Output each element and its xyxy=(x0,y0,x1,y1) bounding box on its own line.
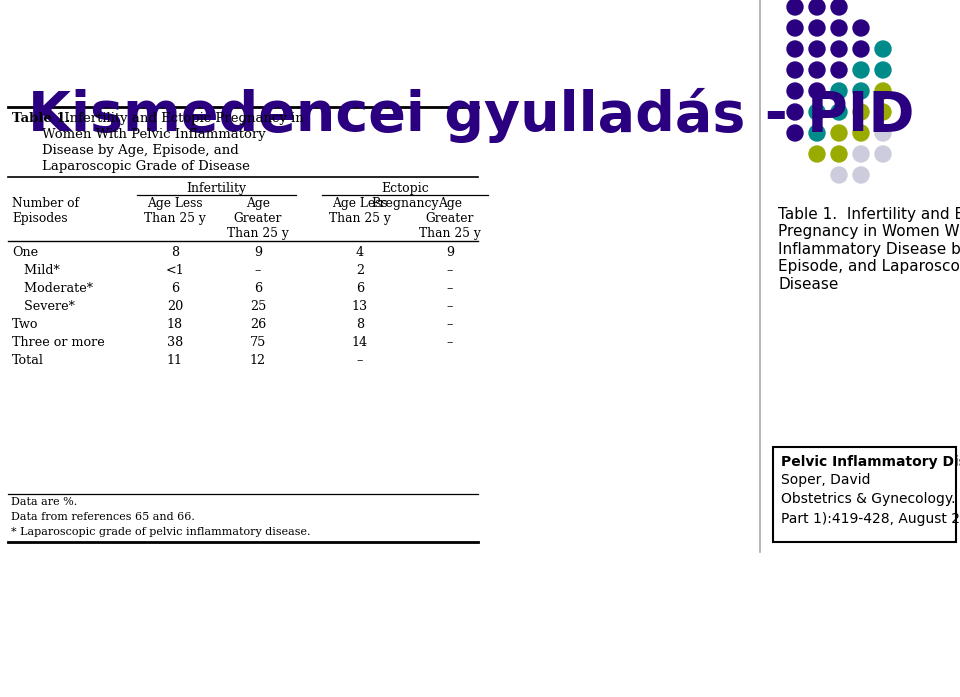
Text: Age
Greater
Than 25 y: Age Greater Than 25 y xyxy=(228,197,289,240)
Circle shape xyxy=(787,20,803,36)
Circle shape xyxy=(787,83,803,99)
Text: 6: 6 xyxy=(356,282,364,295)
Text: Infertility and Ectopic Pregnancy in: Infertility and Ectopic Pregnancy in xyxy=(60,112,303,125)
Circle shape xyxy=(831,146,847,162)
Text: –: – xyxy=(446,300,453,313)
Circle shape xyxy=(853,125,869,141)
Circle shape xyxy=(809,125,825,141)
Circle shape xyxy=(787,104,803,120)
Circle shape xyxy=(831,125,847,141)
Text: Pelvic Inflammatory Disease.: Pelvic Inflammatory Disease. xyxy=(781,455,960,469)
Text: Three or more: Three or more xyxy=(12,336,105,349)
Text: Soper, David
Obstetrics & Gynecology. 116(2,
Part 1):419-428, August 2010.: Soper, David Obstetrics & Gynecology. 11… xyxy=(781,473,960,526)
Text: <1: <1 xyxy=(166,264,184,277)
Circle shape xyxy=(875,104,891,120)
Text: Mild*: Mild* xyxy=(12,264,60,277)
Circle shape xyxy=(875,125,891,141)
Circle shape xyxy=(853,41,869,57)
Circle shape xyxy=(875,41,891,57)
Text: –: – xyxy=(446,282,453,295)
Text: Ectopic
Pregnancy: Ectopic Pregnancy xyxy=(372,182,439,210)
Circle shape xyxy=(875,146,891,162)
Text: 6: 6 xyxy=(254,282,262,295)
Circle shape xyxy=(875,62,891,78)
Text: 11: 11 xyxy=(167,354,183,367)
Text: Laparoscopic Grade of Disease: Laparoscopic Grade of Disease xyxy=(42,160,250,173)
Circle shape xyxy=(831,20,847,36)
Text: 25: 25 xyxy=(250,300,266,313)
Circle shape xyxy=(787,0,803,15)
Text: Infertility: Infertility xyxy=(186,182,247,195)
Text: 18: 18 xyxy=(167,318,183,331)
Circle shape xyxy=(831,0,847,15)
Text: 9: 9 xyxy=(446,246,454,259)
Text: Data are %.
Data from references 65 and 66.
* Laparoscopic grade of pelvic infla: Data are %. Data from references 65 and … xyxy=(11,497,310,537)
Text: Age Less
Than 25 y: Age Less Than 25 y xyxy=(329,197,391,225)
Text: Age
Greater
Than 25 y: Age Greater Than 25 y xyxy=(420,197,481,240)
Text: Kismedencei gyulladás - PID: Kismedencei gyulladás - PID xyxy=(28,87,915,143)
Circle shape xyxy=(853,20,869,36)
Text: 26: 26 xyxy=(250,318,266,331)
Circle shape xyxy=(809,146,825,162)
Circle shape xyxy=(853,146,869,162)
Circle shape xyxy=(809,0,825,15)
Circle shape xyxy=(853,167,869,183)
Text: 75: 75 xyxy=(250,336,266,349)
Text: –: – xyxy=(446,318,453,331)
Text: 20: 20 xyxy=(167,300,183,313)
Text: Total: Total xyxy=(12,354,44,367)
Text: 2: 2 xyxy=(356,264,364,277)
Text: Table 1.: Table 1. xyxy=(12,112,70,125)
Circle shape xyxy=(787,41,803,57)
Text: Table 1.  Infertility and Ectopic
Pregnancy in Women With Pelvic
Inflammatory Di: Table 1. Infertility and Ectopic Pregnan… xyxy=(778,207,960,291)
Text: –: – xyxy=(254,264,261,277)
Circle shape xyxy=(853,62,869,78)
Circle shape xyxy=(787,125,803,141)
Circle shape xyxy=(787,62,803,78)
Text: –: – xyxy=(446,264,453,277)
Text: Women With Pelvic Inflammatory: Women With Pelvic Inflammatory xyxy=(42,128,266,141)
Circle shape xyxy=(875,83,891,99)
Text: Severe*: Severe* xyxy=(12,300,75,313)
Circle shape xyxy=(809,41,825,57)
Circle shape xyxy=(853,83,869,99)
Circle shape xyxy=(809,83,825,99)
Circle shape xyxy=(809,104,825,120)
Circle shape xyxy=(831,41,847,57)
Text: 6: 6 xyxy=(171,282,180,295)
Text: Two: Two xyxy=(12,318,38,331)
Text: Age Less
Than 25 y: Age Less Than 25 y xyxy=(144,197,205,225)
Text: 13: 13 xyxy=(352,300,368,313)
Bar xyxy=(773,447,956,542)
Text: 12: 12 xyxy=(250,354,266,367)
Text: 8: 8 xyxy=(171,246,180,259)
Text: –: – xyxy=(357,354,363,367)
Circle shape xyxy=(809,20,825,36)
Text: 8: 8 xyxy=(356,318,364,331)
Text: 38: 38 xyxy=(167,336,183,349)
Text: 4: 4 xyxy=(356,246,364,259)
Text: Disease by Age, Episode, and: Disease by Age, Episode, and xyxy=(42,144,239,157)
Circle shape xyxy=(831,167,847,183)
Circle shape xyxy=(853,104,869,120)
Text: 14: 14 xyxy=(352,336,368,349)
Text: Number of
Episodes: Number of Episodes xyxy=(12,197,79,225)
Text: 9: 9 xyxy=(254,246,262,259)
Text: –: – xyxy=(446,336,453,349)
Circle shape xyxy=(831,104,847,120)
Circle shape xyxy=(831,62,847,78)
Text: Moderate*: Moderate* xyxy=(12,282,93,295)
Circle shape xyxy=(831,83,847,99)
Circle shape xyxy=(809,62,825,78)
Text: One: One xyxy=(12,246,38,259)
